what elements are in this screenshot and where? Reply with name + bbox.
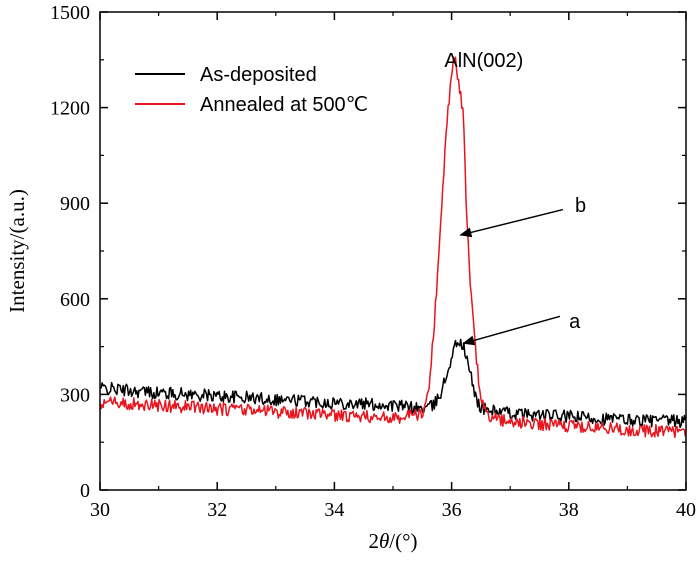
x-tick-label: 34: [324, 499, 344, 521]
legend-label-0: As-deposited: [200, 64, 317, 86]
y-tick-label: 900: [60, 193, 90, 215]
y-tick-label: 0: [80, 480, 90, 502]
axes-layer: 30 32 34 36 38 40 0 300 600 900 1200 1500 2θ/(°) Inte…: [5, 2, 696, 553]
series-line-0: [100, 338, 686, 429]
legend-label-1: Annealed at 500℃: [200, 94, 368, 116]
series-layer: [100, 56, 686, 439]
legend: As-deposited Annealed at 500℃: [135, 64, 368, 116]
annotation-label-2: a: [569, 311, 581, 333]
annotations: AlN(002) b a: [444, 50, 586, 346]
series-line-1: [100, 56, 686, 439]
x-tick-label: 38: [559, 499, 579, 521]
annotation-label-1: b: [575, 195, 586, 217]
y-axis-label: Intensity/(a.u.): [5, 189, 29, 313]
x-tick-label: 36: [442, 499, 462, 521]
annotation-arrow-2: [462, 315, 561, 346]
annotation-label-0: AlN(002): [444, 50, 523, 72]
annotation-arrow-1: [459, 208, 564, 238]
y-tick-label: 1200: [50, 98, 90, 120]
x-tick-label: 32: [207, 499, 227, 521]
x-axis-label: 2θ/(°): [368, 529, 417, 553]
y-tick-label: 1500: [50, 2, 90, 24]
x-tick-label: 30: [90, 499, 110, 521]
x-tick-label: 40: [676, 499, 696, 521]
y-tick-label: 300: [60, 384, 90, 406]
y-tick-label: 600: [60, 289, 90, 311]
